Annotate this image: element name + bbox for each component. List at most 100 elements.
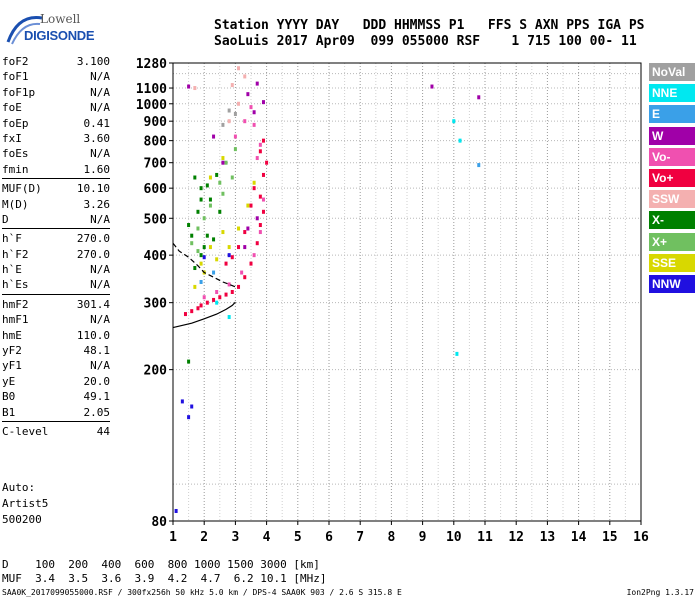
param-name: h`F bbox=[2, 232, 22, 246]
param-value: 2.05 bbox=[83, 405, 111, 419]
data-point bbox=[212, 297, 216, 302]
data-point bbox=[196, 249, 200, 254]
data-point bbox=[455, 351, 459, 356]
param-name: hmF1 bbox=[2, 313, 29, 327]
param-row: foF2 3.100 bbox=[2, 54, 110, 69]
param-name: foF1 bbox=[2, 70, 29, 84]
data-point bbox=[230, 290, 234, 294]
digisonde-logo: Lowell DIGISONDE bbox=[4, 6, 124, 46]
param-value: 3.26 bbox=[83, 197, 111, 211]
data-point bbox=[221, 122, 225, 127]
param-separator bbox=[2, 293, 110, 295]
data-point bbox=[221, 191, 225, 196]
data-point bbox=[180, 399, 184, 404]
data-point bbox=[227, 108, 231, 113]
data-point bbox=[190, 404, 194, 409]
data-point bbox=[202, 295, 206, 300]
param-row: h`F 270.0 bbox=[2, 231, 110, 246]
data-point bbox=[252, 186, 256, 191]
legend-item: NNE bbox=[649, 84, 695, 103]
plot-frame bbox=[172, 62, 642, 522]
data-point bbox=[183, 312, 187, 317]
param-name: h`Es bbox=[2, 278, 29, 292]
x-tick-label: 2 bbox=[200, 530, 208, 545]
param-name: h`F2 bbox=[2, 247, 29, 261]
x-tick-label: 7 bbox=[356, 530, 364, 545]
data-point bbox=[190, 233, 194, 238]
data-point bbox=[199, 261, 203, 266]
param-row: MUF(D) 10.10 bbox=[2, 181, 110, 196]
data-point bbox=[246, 226, 250, 231]
data-point bbox=[199, 253, 203, 258]
param-separator bbox=[2, 420, 110, 422]
data-point bbox=[212, 270, 216, 275]
data-point bbox=[258, 230, 262, 235]
data-point bbox=[224, 292, 228, 297]
data-point bbox=[199, 303, 203, 308]
param-row: yE 20.0 bbox=[2, 374, 110, 389]
chart-axes: 1 2 3 4 5 6 7 8 9 10 11 12 13 14 15 1680200300400500600… bbox=[136, 57, 649, 545]
param-name: fxI bbox=[2, 131, 22, 145]
x-tick-label: 13 bbox=[540, 530, 556, 545]
param-value: 3.100 bbox=[76, 55, 110, 68]
param-value: 0.41 bbox=[83, 116, 111, 130]
legend-item: NNW bbox=[649, 274, 695, 293]
data-point bbox=[227, 119, 231, 124]
param-row: foF1p N/A bbox=[2, 85, 110, 100]
muf-distance-row: D 100 200 400 600 800 1000 1500 3000 [km… bbox=[2, 558, 320, 571]
data-point bbox=[187, 223, 191, 228]
data-point bbox=[193, 86, 197, 91]
param-value: N/A bbox=[90, 70, 110, 84]
param-row: fmin 1.60 bbox=[2, 162, 110, 177]
data-point bbox=[205, 300, 209, 305]
data-point bbox=[215, 290, 219, 294]
param-name: fmin bbox=[2, 162, 29, 176]
profile-curve-dashed bbox=[172, 242, 236, 288]
param-name: hmE bbox=[2, 328, 22, 342]
param-name: hmF2 bbox=[2, 297, 29, 311]
x-tick-label: 16 bbox=[633, 530, 649, 545]
y-tick-label: 1100 bbox=[136, 82, 167, 97]
param-name: D bbox=[2, 212, 9, 226]
data-point bbox=[240, 270, 244, 275]
param-row: foF1 N/A bbox=[2, 69, 110, 84]
data-point bbox=[224, 160, 228, 165]
data-point bbox=[249, 261, 253, 266]
x-tick-label: 5 bbox=[294, 530, 302, 545]
data-point bbox=[230, 175, 234, 180]
data-point bbox=[261, 138, 265, 143]
data-point bbox=[221, 156, 225, 161]
data-point bbox=[218, 295, 222, 300]
param-row: fxI 3.60 bbox=[2, 131, 110, 146]
data-point bbox=[258, 223, 262, 228]
data-point bbox=[237, 284, 241, 289]
param-name: foEp bbox=[2, 116, 29, 130]
profile-curve-solid bbox=[172, 301, 236, 329]
param-row: yF2 48.1 bbox=[2, 343, 110, 358]
x-tick-label: 8 bbox=[387, 530, 395, 545]
data-point bbox=[261, 100, 265, 105]
data-point bbox=[265, 160, 269, 165]
y-tick-label: 300 bbox=[144, 297, 168, 312]
param-name: B0 bbox=[2, 390, 16, 404]
param-row: h`Es N/A bbox=[2, 277, 110, 292]
chart-data-points bbox=[174, 66, 481, 513]
y-tick-label: 700 bbox=[144, 157, 168, 172]
param-value: N/A bbox=[90, 101, 110, 115]
param-value: 48.1 bbox=[83, 344, 111, 358]
data-point bbox=[205, 233, 209, 238]
data-point bbox=[430, 84, 434, 89]
data-point bbox=[196, 306, 200, 311]
data-point bbox=[212, 134, 216, 139]
y-tick-label: 800 bbox=[144, 135, 168, 150]
param-row: yF1 N/A bbox=[2, 358, 110, 373]
y-tick-label: 1280 bbox=[136, 57, 167, 72]
data-point bbox=[215, 172, 219, 177]
logo-swoosh-icon bbox=[6, 16, 43, 45]
data-point bbox=[227, 253, 231, 258]
y-tick-label: 600 bbox=[144, 182, 168, 197]
param-row: hmF2 301.4 bbox=[2, 297, 110, 312]
param-value: N/A bbox=[90, 313, 110, 327]
data-point bbox=[212, 237, 216, 242]
data-point bbox=[458, 138, 462, 143]
